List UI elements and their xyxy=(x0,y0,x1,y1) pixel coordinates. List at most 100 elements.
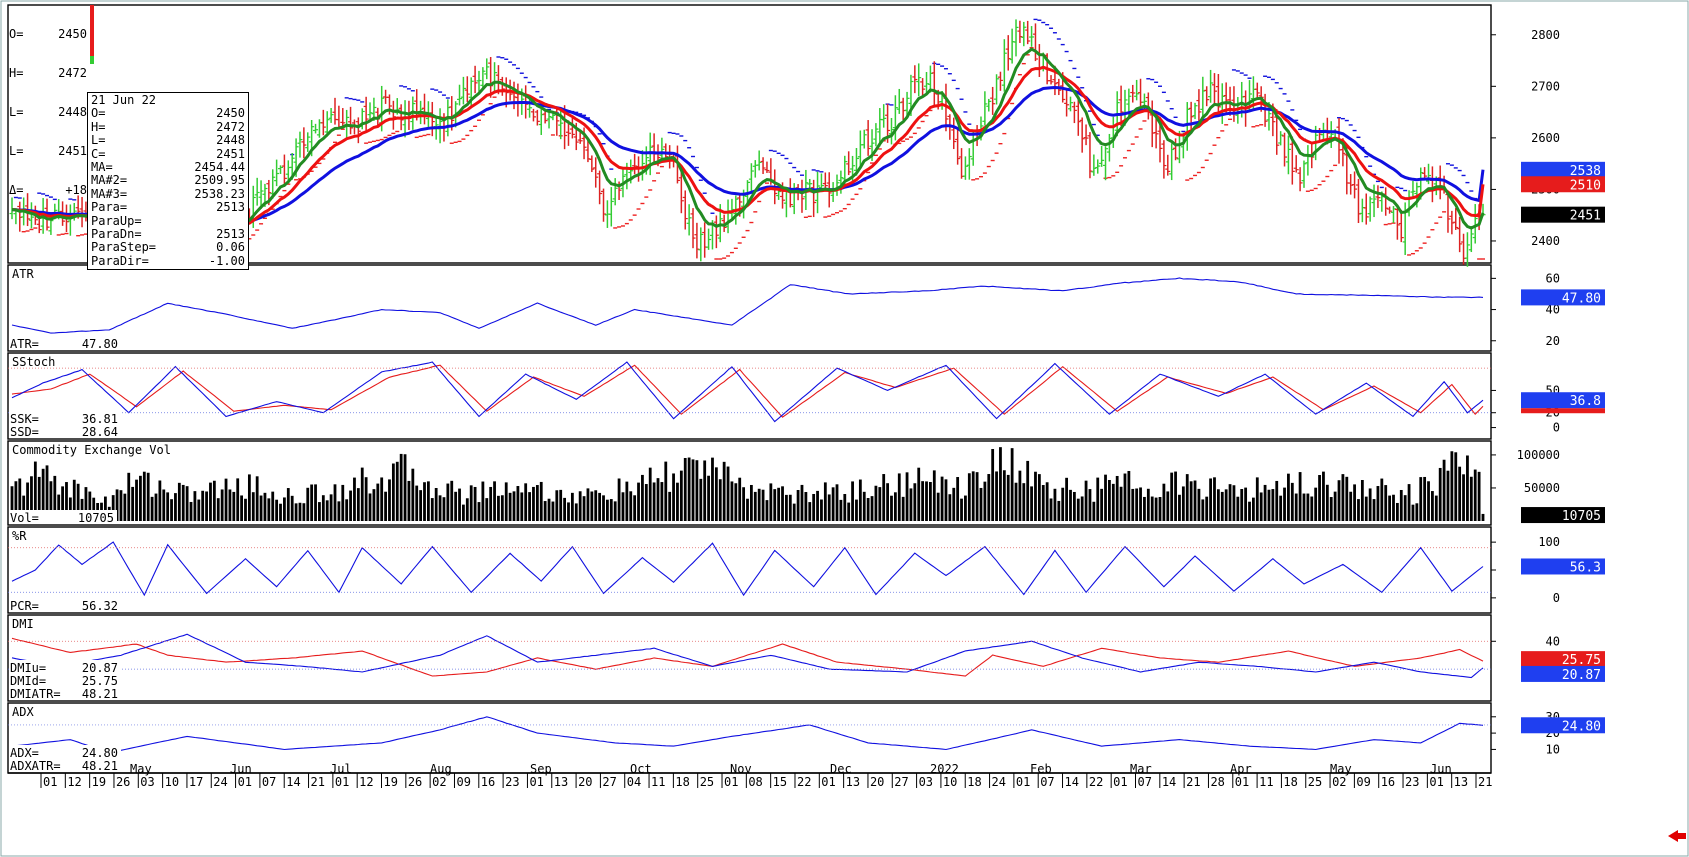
price-right-label-ma3: 2538 xyxy=(1570,164,1601,179)
volume-bar xyxy=(275,499,279,521)
volume-bar xyxy=(1030,486,1033,521)
volume-bar xyxy=(232,491,236,521)
volume-bar xyxy=(917,467,921,521)
volume-bar xyxy=(1438,467,1442,521)
volume-bar xyxy=(1380,478,1384,521)
volume-bar xyxy=(539,481,543,521)
volume-bar xyxy=(1228,484,1232,521)
readout-bg-adx xyxy=(9,745,121,772)
volume-bar xyxy=(1450,451,1454,521)
volume-bar xyxy=(1446,470,1450,521)
volume-bar xyxy=(641,474,644,521)
volume-bar xyxy=(1010,448,1014,521)
volume-bar xyxy=(726,466,730,521)
panel-frame-sstoch xyxy=(7,352,1492,440)
x-day-label: 25 xyxy=(1308,775,1322,789)
volume-bar xyxy=(855,499,858,521)
volume-bar xyxy=(349,490,352,521)
volume-bar xyxy=(481,481,485,521)
volume-bar xyxy=(376,483,380,521)
volume-bar xyxy=(72,479,76,521)
x-day-label: 18 xyxy=(967,775,981,789)
data-window-label: MA#3= xyxy=(91,186,128,201)
corner-readout: O= 2450 H= 2472 L= 2448 L= 2451 Δ= +18 xyxy=(9,2,87,210)
volume-bar xyxy=(555,490,559,521)
volume-bar xyxy=(92,497,96,521)
volume-bar xyxy=(656,478,660,521)
volume-bar xyxy=(1290,482,1294,521)
data-window-value: 2450 xyxy=(216,106,245,121)
volume-bar xyxy=(796,490,800,521)
x-day-label: 14 xyxy=(1065,775,1079,789)
x-day-label: 02 xyxy=(432,775,446,789)
volume-bar xyxy=(734,483,738,521)
volume-bar xyxy=(314,484,317,521)
volume-bar xyxy=(1034,471,1037,521)
volume-bar xyxy=(411,468,415,521)
corner-last-label: L= xyxy=(9,144,24,158)
volume-bar xyxy=(458,488,461,521)
x-day-label: 21 xyxy=(1478,775,1492,789)
volume-bar xyxy=(1236,496,1240,521)
x-day-label: 27 xyxy=(602,775,616,789)
x-day-label: 03 xyxy=(919,775,933,789)
volume-bar xyxy=(493,481,496,521)
volume-bar xyxy=(1349,491,1353,521)
volume-bar xyxy=(154,493,158,521)
volume-bar xyxy=(1341,474,1345,521)
volume-bar xyxy=(816,490,819,521)
x-day-label: 21 xyxy=(1186,775,1200,789)
volume-bar xyxy=(1314,487,1318,521)
volume-bar xyxy=(979,487,983,521)
readout-value-wr: 56.32 xyxy=(82,599,118,613)
readout-bg-sstoch xyxy=(9,411,121,438)
data-window-label: MA#2= xyxy=(91,173,128,188)
data-window-row: ParaStep= 0.06 xyxy=(91,241,245,255)
readout-label-dmi: DMId= xyxy=(10,674,46,688)
volume-bar xyxy=(1049,498,1053,521)
volume-bar xyxy=(1201,499,1205,521)
volume-bar xyxy=(1473,469,1477,521)
volume-bar xyxy=(835,484,839,521)
volume-bar xyxy=(166,492,170,521)
volume-bar xyxy=(823,482,827,521)
volume-bar xyxy=(944,479,948,521)
volume-bar xyxy=(761,489,765,521)
volume-bar xyxy=(1088,489,1092,521)
volume-bar xyxy=(765,500,769,521)
data-window-value: -1.00 xyxy=(208,253,245,268)
volume-bar xyxy=(438,495,442,521)
volume-bar xyxy=(115,489,119,521)
x-month-label: Dec xyxy=(830,762,852,776)
volume-bar xyxy=(1353,484,1356,521)
volume-bar xyxy=(450,480,454,521)
volume-bar xyxy=(1364,496,1368,521)
readout-label-sstoch: SSD= xyxy=(10,425,39,439)
adx-right-label-box xyxy=(1521,717,1605,734)
x-day-label: 24 xyxy=(992,775,1006,789)
data-window-label: MA= xyxy=(91,160,113,175)
volume-bar xyxy=(660,482,664,521)
volume-bar xyxy=(956,477,960,521)
volume-bar xyxy=(625,481,629,521)
readout-value-adx: 48.21 xyxy=(82,759,118,773)
volume-bar xyxy=(1178,494,1181,521)
volume-bar xyxy=(757,488,761,521)
volume-bar xyxy=(909,488,913,521)
vol-right-label: 10705 xyxy=(1562,509,1601,524)
volume-bar xyxy=(1111,483,1115,521)
volume-bar xyxy=(353,477,356,521)
x-month-label: Nov xyxy=(730,762,752,776)
x-day-label: 22 xyxy=(797,775,811,789)
volume-bar xyxy=(415,485,419,521)
volume-bar xyxy=(61,486,64,521)
volume-bar xyxy=(1388,495,1392,521)
y-tick-label-atr: 60 xyxy=(1546,271,1560,285)
volume-bar xyxy=(551,501,555,521)
readout-value-dmi: 48.21 xyxy=(82,687,118,701)
x-day-label: 19 xyxy=(384,775,398,789)
panel-title-adx: ADX xyxy=(12,705,34,719)
volume-bar xyxy=(236,478,240,521)
volume-bar xyxy=(1419,477,1423,521)
x-day-label: 21 xyxy=(311,775,325,789)
